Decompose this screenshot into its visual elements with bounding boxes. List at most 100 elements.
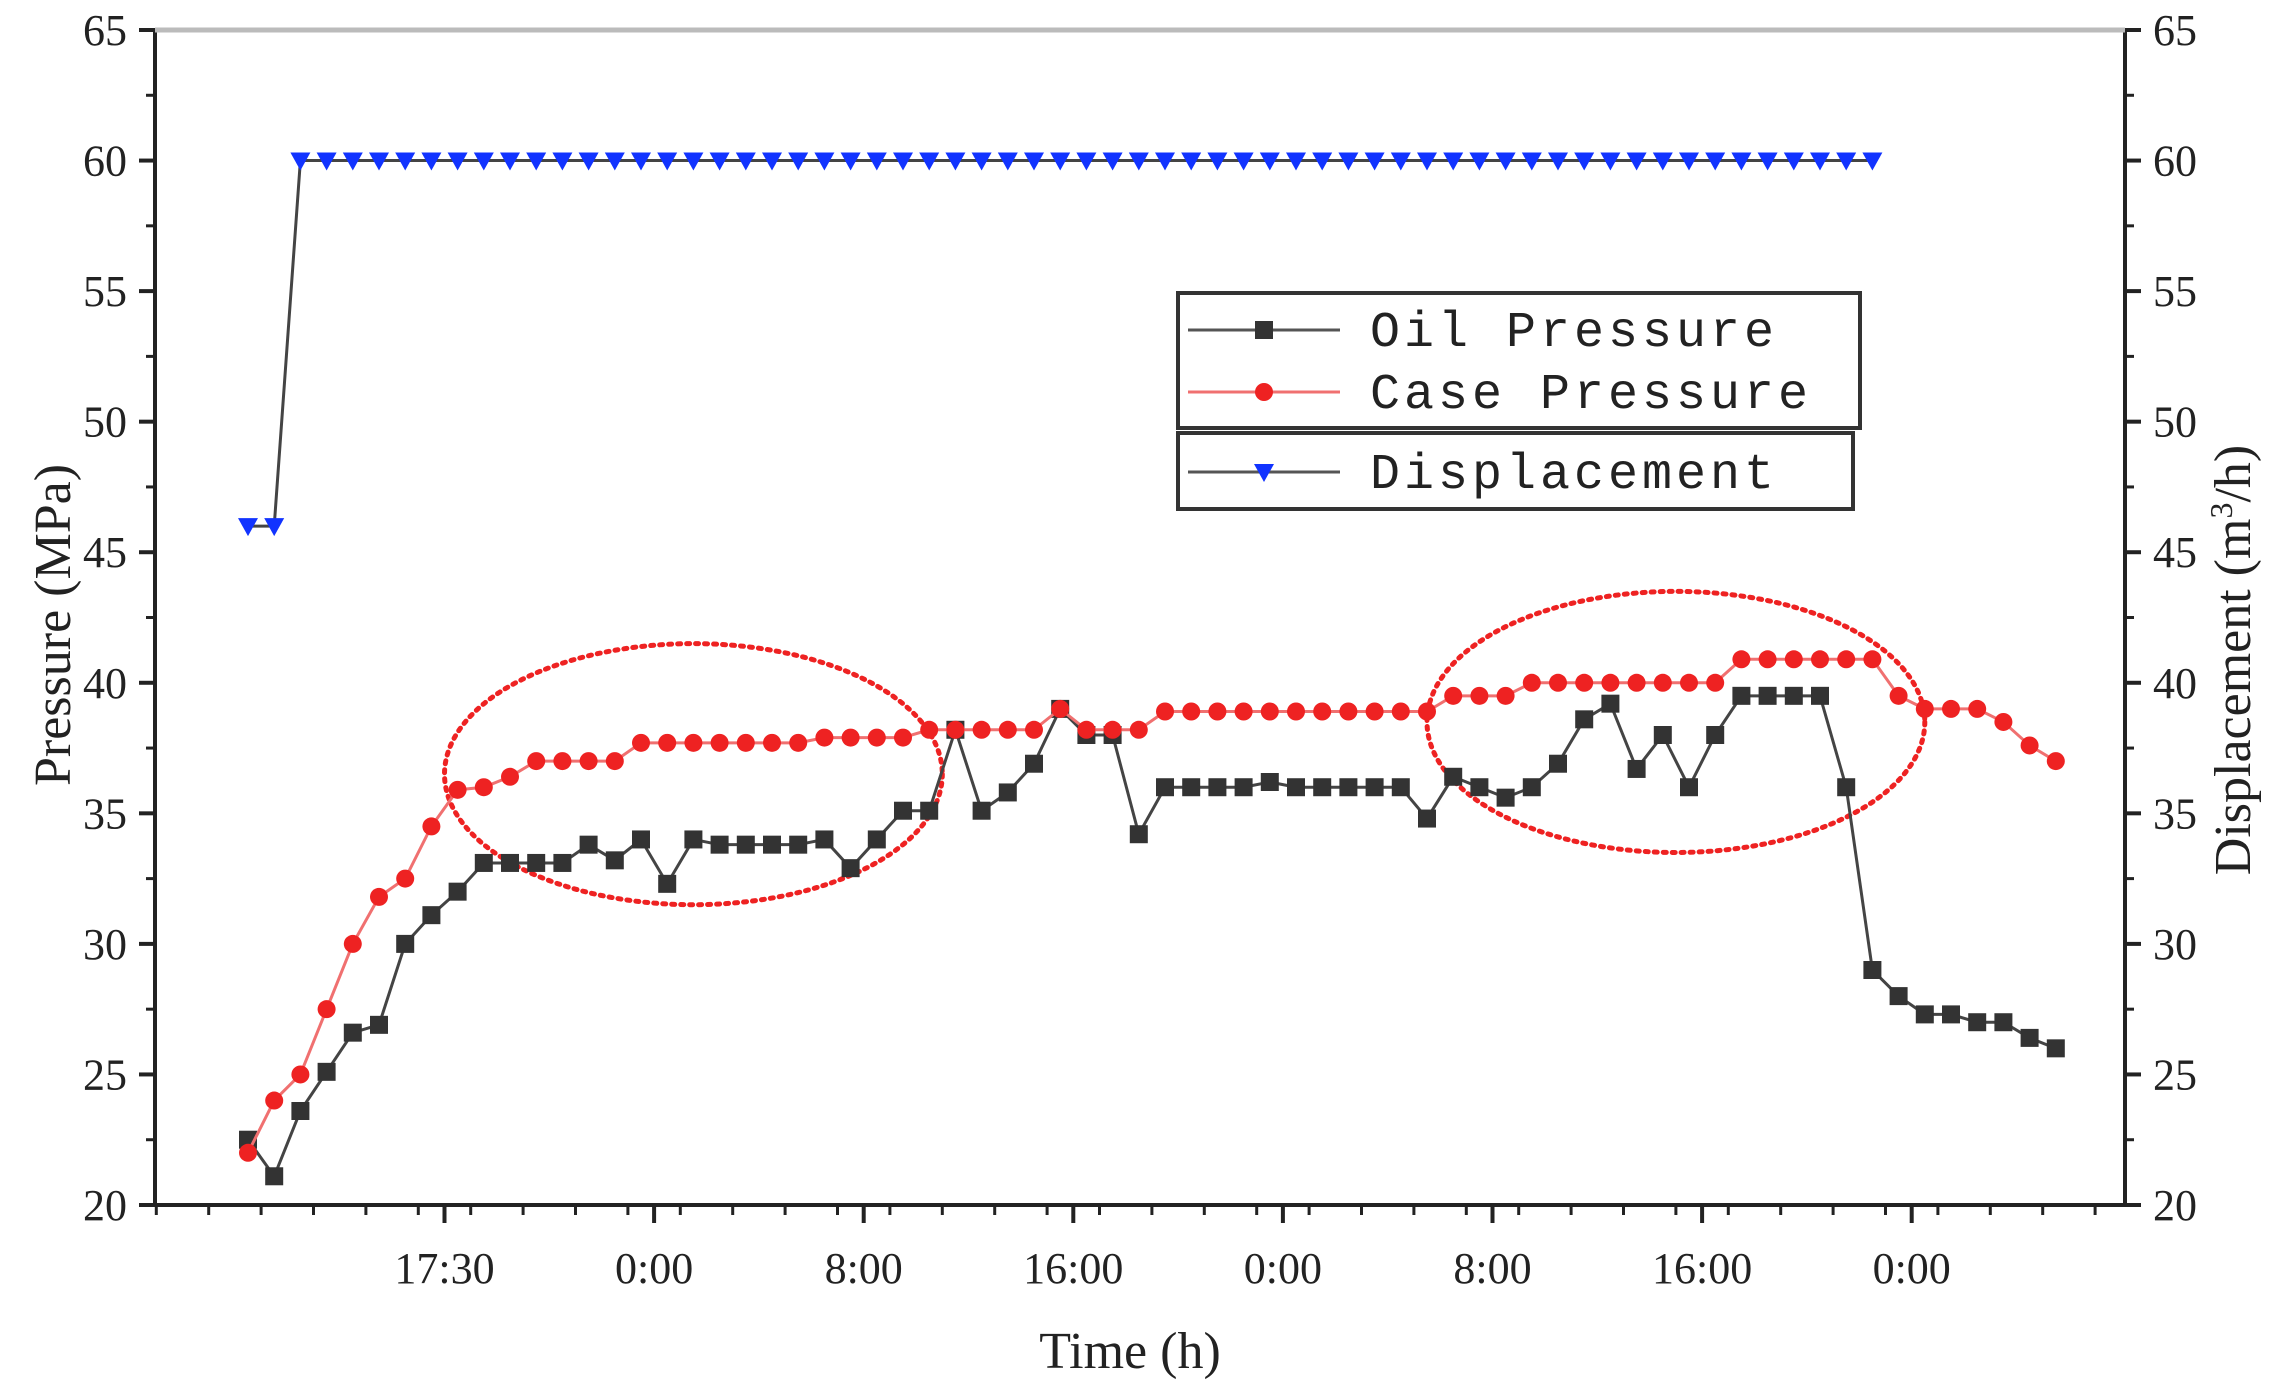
- oil-pressure-point: [1784, 686, 1803, 705]
- case-pressure-point: [1077, 720, 1096, 739]
- oil-pressure-point: [1444, 767, 1463, 786]
- y2-tick-label: 50: [2153, 398, 2197, 447]
- displacement-point: [1259, 152, 1280, 171]
- y-tick-label: 30: [83, 920, 127, 969]
- case-pressure-point: [1811, 650, 1829, 669]
- oil-pressure-point: [343, 1023, 362, 1042]
- oil-pressure-point: [710, 835, 729, 854]
- oil-pressure-point: [867, 830, 886, 849]
- legend-item-case-pressure: Case Pressure: [1188, 367, 1808, 424]
- y2-tick-label: 55: [2153, 267, 2197, 316]
- oil-pressure-point: [972, 801, 991, 820]
- case-pressure-point: [1680, 673, 1698, 692]
- oil-pressure-point: [1234, 778, 1253, 797]
- oil-pressure-point: [1522, 778, 1541, 797]
- displacement-point: [1862, 152, 1883, 171]
- case-pressure-point: [1156, 702, 1174, 721]
- oil-pressure-point: [1706, 726, 1725, 744]
- displacement-point: [1286, 152, 1306, 171]
- y2-axis-title-end: /h): [2205, 445, 2262, 503]
- displacement-point: [238, 518, 258, 537]
- case-pressure-point: [1915, 699, 1934, 718]
- displacement-point: [395, 152, 416, 171]
- oil-pressure-point: [632, 830, 650, 849]
- case-pressure-point: [1575, 673, 1594, 692]
- displacement-point: [316, 152, 337, 171]
- oil-pressure-point: [1339, 778, 1358, 797]
- oil-pressure-point: [1129, 825, 1148, 844]
- oil-pressure-point: [736, 835, 755, 854]
- y2-tick-label: 45: [2153, 528, 2197, 577]
- oil-pressure-point: [1260, 773, 1279, 791]
- oil-pressure-point: [789, 835, 808, 854]
- oil-pressure-point: [1889, 987, 1908, 1006]
- case-pressure-point: [422, 817, 441, 836]
- case-pressure-point: [972, 720, 991, 739]
- axes-layer: 20 20 25 25 30 30 35 35 40 40 45 45 50 50 55 55 60 60 65 65…: [83, 6, 2197, 1293]
- y-tick-label: 40: [83, 659, 127, 708]
- case-pressure-point: [370, 887, 388, 906]
- displacement-point: [552, 152, 573, 171]
- oil-pressure-point: [998, 783, 1017, 802]
- oil-pressure-point: [579, 835, 598, 854]
- oil-pressure-point: [1653, 726, 1672, 744]
- case-pressure-point: [501, 767, 519, 786]
- oil-pressure-point: [553, 853, 572, 872]
- case-pressure-point: [789, 733, 808, 752]
- oil-pressure-point: [527, 853, 546, 872]
- displacement-point: [1233, 152, 1254, 171]
- oil-pressure-point: [658, 874, 677, 893]
- displacement-point: [762, 152, 782, 171]
- case-pressure-point: [1208, 702, 1227, 721]
- displacement-point: [735, 152, 756, 171]
- oil-pressure-point: [1025, 754, 1043, 773]
- displacement-point: [1181, 152, 1202, 171]
- y-tick-label: 55: [83, 267, 127, 316]
- oil-pressure-line: [246, 694, 2057, 1180]
- displacement-point: [421, 152, 442, 171]
- displacement-point: [473, 152, 494, 171]
- y2-axis-title: Displacement (m3/h): [2203, 445, 2262, 875]
- displacement-point: [1521, 152, 1542, 171]
- displacement-point: [840, 152, 861, 171]
- y2-tick-label: 35: [2153, 789, 2197, 838]
- displacement-point: [1626, 152, 1647, 171]
- displacement-point: [1443, 152, 1464, 171]
- displacement-point: [1548, 152, 1568, 171]
- case-pressure-point: [1391, 702, 1410, 721]
- y2-axis-title-sup: 3: [2203, 503, 2239, 519]
- y-tick-label: 20: [83, 1181, 127, 1230]
- case-pressure-point: [1182, 702, 1201, 721]
- case-pressure-point: [1365, 702, 1384, 721]
- case-pressure-point: [1287, 702, 1305, 721]
- displacement-point: [1024, 152, 1044, 171]
- case-pressure-point: [1260, 702, 1279, 721]
- displacement-point: [919, 152, 940, 171]
- case-pressure-point: [658, 733, 677, 752]
- y-tick-label: 50: [83, 398, 127, 447]
- legend-label: Oil Pressure: [1370, 305, 1778, 362]
- oil-pressure-point: [1575, 710, 1594, 729]
- case-pressure-point: [763, 733, 781, 752]
- displacement-point: [1731, 152, 1752, 171]
- case-pressure-point: [920, 720, 939, 739]
- y-tick-label: 60: [83, 137, 127, 186]
- legend-label: Displacement: [1370, 447, 1778, 504]
- y-tick-label: 35: [83, 789, 127, 838]
- case-pressure-point: [1549, 673, 1567, 692]
- case-pressure-point: [1889, 686, 1908, 705]
- case-pressure-point: [1706, 673, 1725, 692]
- displacement-point: [683, 152, 704, 171]
- displacement-point: [604, 152, 625, 171]
- oil-pressure-point: [1758, 686, 1777, 705]
- oil-pressure-point: [920, 801, 939, 820]
- case-pressure-point: [2046, 752, 2065, 771]
- case-pressure-point: [1129, 720, 1148, 739]
- displacement-point: [945, 152, 966, 171]
- y2-tick-label: 60: [2153, 137, 2197, 186]
- x-tick-label: 16:00: [1023, 1244, 1123, 1293]
- x-tick-label: 0:00: [1244, 1244, 1322, 1293]
- oil-pressure-point: [1391, 778, 1410, 797]
